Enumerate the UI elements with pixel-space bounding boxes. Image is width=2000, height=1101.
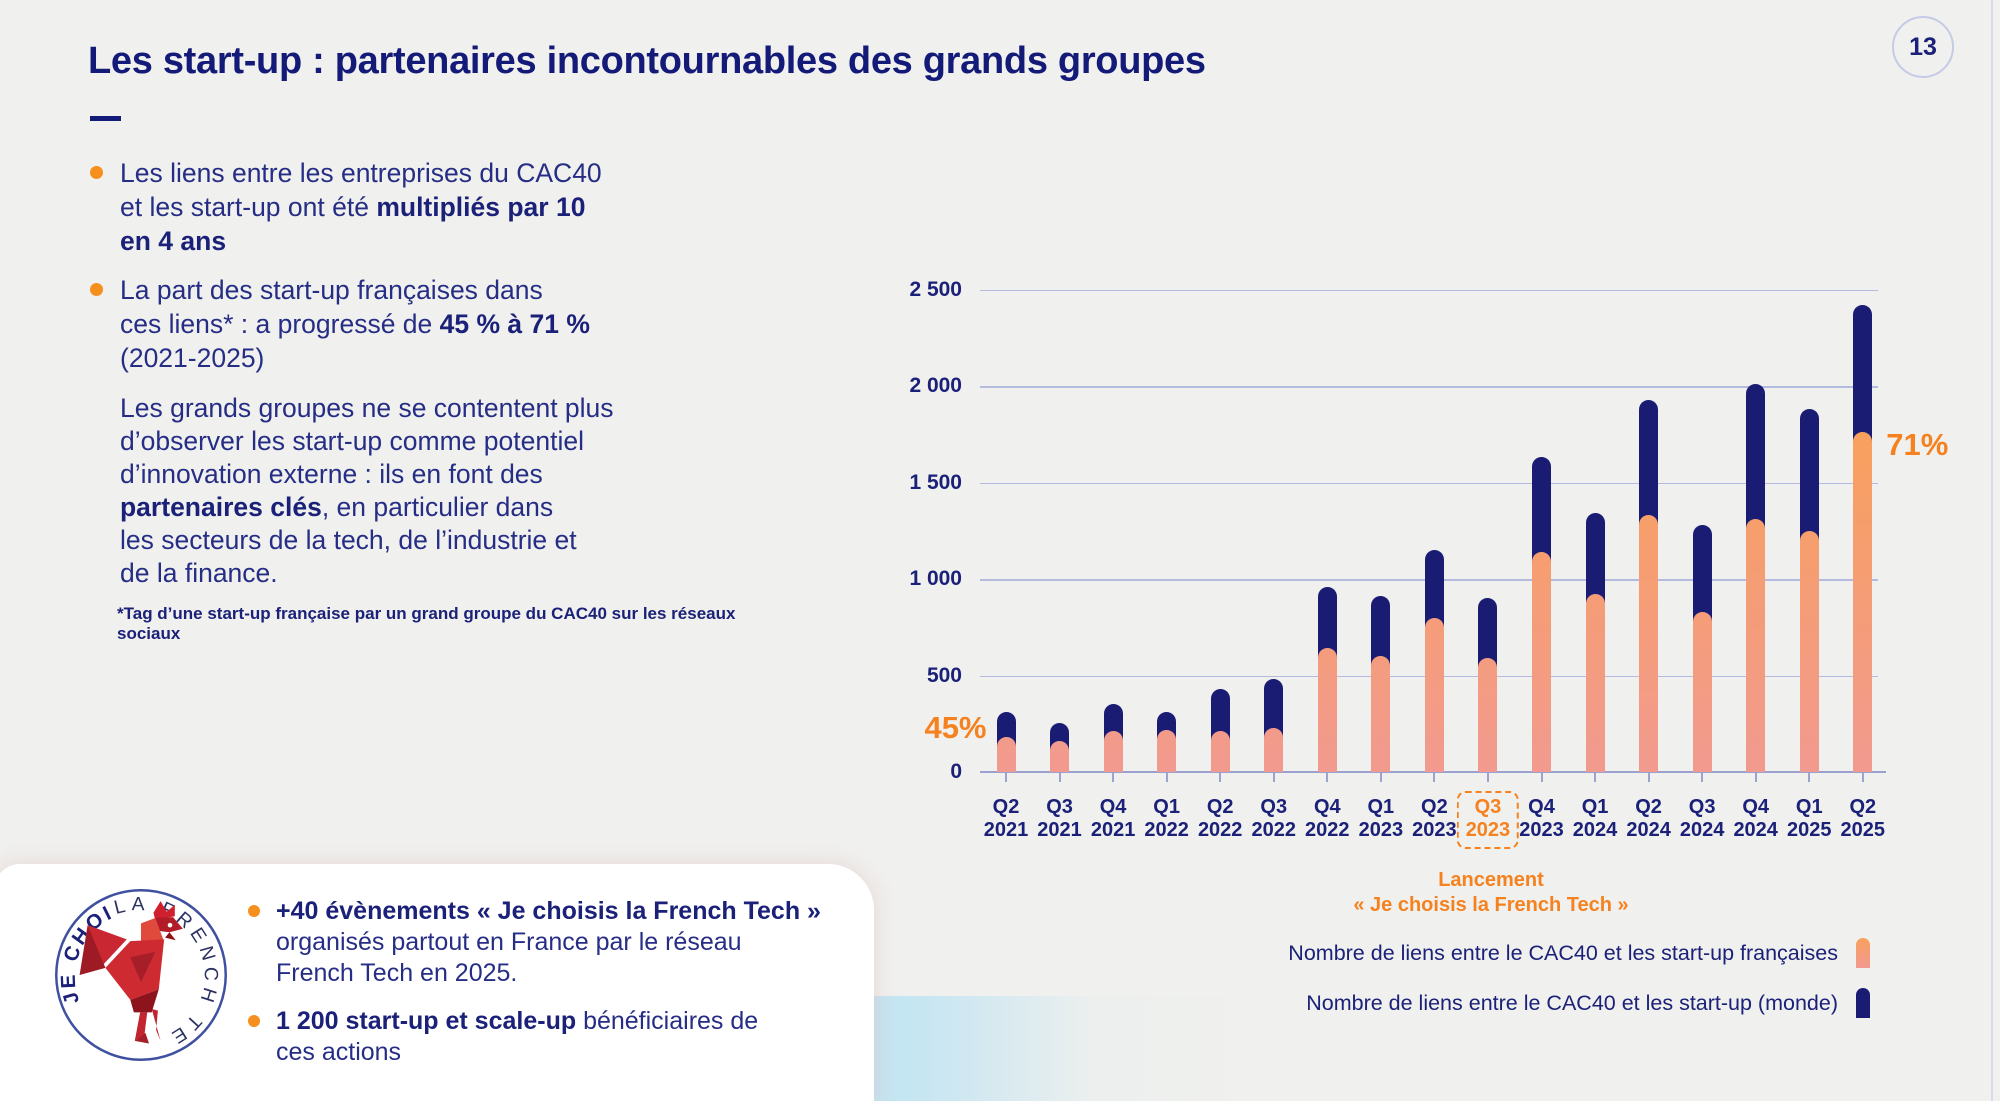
x-label-Q2-2022: Q2 2022	[1197, 796, 1243, 841]
grid-line-2000	[980, 386, 1878, 388]
x-tick	[1647, 773, 1650, 782]
grid-line-1500	[980, 482, 1878, 485]
bar-francaises-Q1-2022	[1157, 729, 1177, 772]
card-bullet-1: +40 évènements « Je choisis la French Te…	[246, 896, 846, 989]
bullet-dot-icon	[248, 1015, 260, 1027]
x-tick	[1272, 773, 1275, 782]
x-tick	[1058, 773, 1061, 782]
bar-francaises-Q2-2021	[996, 737, 1016, 772]
x-tick	[1701, 773, 1704, 782]
legend-label-monde: Nombre de liens entre le CAC40 et les st…	[1306, 990, 1838, 1015]
launch-caption-line2: « Je choisis la French Tech »	[1353, 894, 1629, 916]
card-bullet-2: 1 200 start-up et scale-up bénéficiaires…	[246, 1006, 846, 1068]
bar-francaises-Q2-2025	[1853, 432, 1873, 772]
x-axis-line	[980, 771, 1886, 774]
x-tick	[1005, 773, 1007, 782]
x-label-Q1-2025: Q1 2025	[1787, 796, 1832, 841]
slide-title: Les start-up : partenaires incontournabl…	[88, 40, 1206, 82]
x-label-Q3-2024: Q3 2024	[1679, 796, 1725, 841]
x-tick	[1165, 773, 1168, 782]
x-label-Q2-2021: Q2 2021	[983, 796, 1029, 841]
intro-bullet-1-text: Les liens entre les entreprises du CAC40…	[120, 158, 602, 256]
footnote: *Tag d’une start-up française par un gra…	[117, 604, 736, 643]
page-number-badge: 13	[1892, 16, 1954, 78]
bar-francaises-Q2-2023	[1424, 617, 1444, 772]
x-tick	[1540, 773, 1543, 782]
x-label-Q3-2021: Q3 2021	[1037, 796, 1082, 841]
legend-swatch-monde-icon	[1856, 988, 1870, 1018]
intro-bullet-2: La part des start-up françaises dans ces …	[88, 273, 633, 375]
x-tick	[1379, 773, 1382, 782]
legend-swatch-francaises-icon	[1856, 938, 1870, 968]
launch-caption-line1: Lancement	[1438, 869, 1544, 891]
slide-right-edge	[1991, 0, 1993, 1101]
x-label-Q3-2023: Q3 2023	[1456, 791, 1520, 849]
bar-francaises-Q3-2021	[1050, 741, 1070, 772]
intro-bullet-1: Les liens entre les entreprises du CAC40…	[88, 156, 633, 258]
grid-line-2500	[980, 289, 1878, 292]
x-label-Q4-2022: Q4 2022	[1305, 796, 1350, 841]
x-label-Q4-2023: Q4 2023	[1519, 796, 1564, 841]
x-tick	[1112, 773, 1115, 782]
x-label-Q1-2022: Q1 2022	[1144, 796, 1189, 841]
bullet-dot-icon	[90, 283, 103, 296]
x-label-Q4-2021: Q4 2021	[1090, 796, 1136, 841]
launch-caption: Lancement « Je choisis la French Tech »	[1330, 868, 1652, 918]
x-label-Q2-2025: Q2 2025	[1840, 796, 1886, 841]
x-label-Q1-2023: Q1 2023	[1358, 796, 1404, 841]
body-paragraph: Les grands groupes ne se contentent plus…	[120, 393, 614, 588]
y-tick-label-2500: 2 500	[909, 277, 962, 301]
x-tick	[1486, 773, 1489, 782]
bar-francaises-Q4-2024	[1746, 519, 1766, 772]
y-tick-label-2000: 2 000	[909, 374, 962, 397]
y-tick-label-1500: 1 500	[909, 470, 962, 494]
x-label-Q2-2024: Q2 2024	[1626, 796, 1671, 841]
bullet-dot-icon	[248, 905, 260, 917]
y-tick-label-1000: 1 000	[909, 567, 962, 590]
x-tick	[1219, 773, 1222, 782]
y-tick-label-0: 0	[950, 760, 962, 783]
bar-francaises-Q1-2025	[1799, 530, 1819, 772]
bar-francaises-Q2-2024	[1639, 515, 1659, 772]
bar-francaises-Q4-2021	[1103, 731, 1123, 772]
intro-bullet-list: Les liens entre les entreprises du CAC40…	[88, 156, 633, 390]
x-tick	[1861, 773, 1864, 782]
bar-francaises-Q4-2023	[1532, 551, 1551, 772]
x-tick	[1326, 773, 1329, 782]
x-label-Q4-2024: Q4 2024	[1733, 796, 1778, 841]
title-dash	[90, 116, 121, 121]
je-choisis-la-french-tech-logo: JE CHOISIS LA FRENCH TECH	[52, 886, 227, 1061]
x-tick	[1433, 773, 1436, 782]
bar-francaises-Q1-2024	[1585, 594, 1605, 772]
x-label-Q1-2024: Q1 2024	[1572, 796, 1618, 841]
x-label-Q2-2023: Q2 2023	[1412, 796, 1457, 841]
legend-label-francaises: Nombre de liens entre le CAC40 et les st…	[1288, 940, 1838, 965]
card-bullet-2-text: 1 200 start-up et scale-up bénéficiaires…	[276, 1007, 759, 1066]
bar-francaises-Q2-2022	[1210, 730, 1230, 772]
bar-francaises-Q3-2022	[1264, 727, 1284, 772]
bar-francaises-Q4-2022	[1317, 648, 1337, 772]
y-tick-label-500: 500	[926, 663, 962, 687]
annotation-71: 71%	[1886, 427, 1949, 462]
legend-row-francaises: Nombre de liens entre le CAC40 et les st…	[1018, 938, 1870, 968]
bar-francaises-Q1-2023	[1371, 656, 1391, 772]
origami-rooster-icon	[79, 901, 183, 1044]
x-tick	[1754, 773, 1757, 782]
french-tech-card: JE CHOISIS LA FRENCH TECH	[0, 864, 874, 1101]
bullet-dot-icon	[90, 166, 103, 179]
intro-bullet-2-text: La part des start-up françaises dans ces …	[120, 275, 590, 373]
x-label-Q3-2022: Q3 2022	[1251, 796, 1297, 841]
x-tick	[1594, 773, 1597, 782]
bar-francaises-Q3-2023	[1478, 658, 1498, 772]
card-bullet-list: +40 évènements « Je choisis la French Te…	[246, 896, 846, 1085]
page-number: 13	[1909, 32, 1937, 61]
annotation-45: 45%	[924, 710, 987, 745]
card-bullet-1-text: +40 évènements « Je choisis la French Te…	[276, 897, 821, 987]
bar-francaises-Q3-2024	[1692, 611, 1712, 772]
x-tick	[1808, 773, 1811, 782]
legend-row-monde: Nombre de liens entre le CAC40 et les st…	[1018, 988, 1870, 1018]
